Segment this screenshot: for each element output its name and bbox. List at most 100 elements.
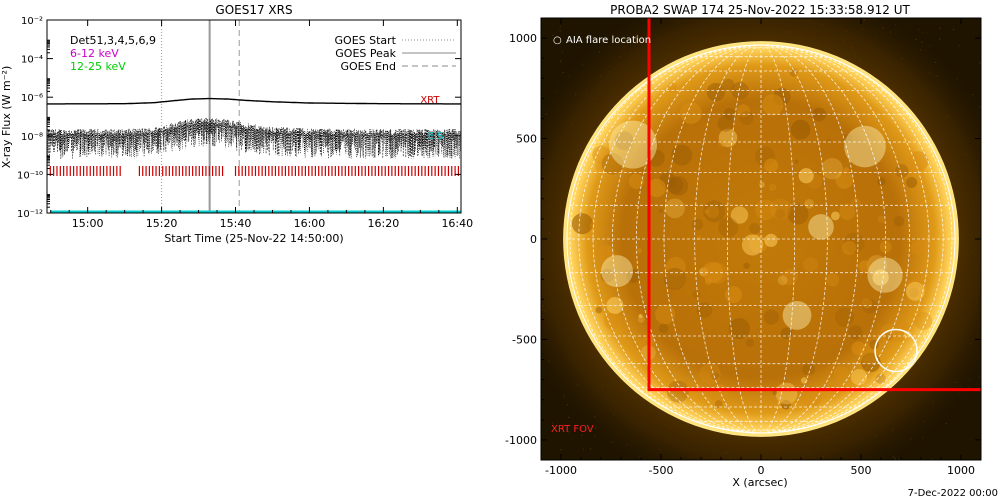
flare-legend-label: AIA flare location <box>566 35 651 46</box>
solar-feature <box>600 268 615 283</box>
solar-feature <box>839 203 856 220</box>
solar-feature <box>905 279 923 297</box>
solar-feature <box>833 365 849 381</box>
solar-feature <box>850 198 861 208</box>
noise-dot <box>568 431 570 433</box>
goes-y-tick-label: 10⁻⁶ <box>21 93 43 104</box>
solar-feature <box>632 338 645 351</box>
swap-x-tick-label: 1000 <box>947 464 975 477</box>
solar-feature <box>597 245 615 263</box>
solar-feature <box>888 320 911 342</box>
solar-feature <box>692 218 704 230</box>
noise-dot <box>921 31 924 33</box>
longitude-line <box>663 44 762 434</box>
goes-x-axis-label: Start Time (25-Nov-22 14:50:00) <box>164 232 343 245</box>
noise-dot <box>568 416 570 418</box>
solar-feature <box>730 206 749 224</box>
active-region <box>867 257 903 293</box>
noise-dot <box>939 38 941 40</box>
solar-feature <box>835 171 854 190</box>
solar-feature <box>790 119 811 140</box>
noise-dot <box>931 458 933 460</box>
solar-feature <box>722 78 735 91</box>
solar-feature <box>848 325 863 340</box>
solar-feature <box>718 140 727 148</box>
goes-axes: 15:00 15:20 15:40 16:00 16:20 16:40 10⁻¹² 10⁻¹⁰… <box>17 16 473 230</box>
solar-feature <box>592 145 611 164</box>
solar-feature <box>781 269 798 286</box>
solar-feature <box>877 177 886 186</box>
noise-dot <box>559 26 561 28</box>
solar-feature <box>831 211 840 221</box>
solar-feature <box>804 199 814 209</box>
longitude-line <box>760 44 887 434</box>
goes-legend-left-item: Det51,3,4,5,6,9 <box>70 34 156 47</box>
solar-feature <box>658 208 664 214</box>
fov-label: XRT FOV <box>551 424 594 435</box>
longitude-line <box>635 44 762 434</box>
swap-y-tick-label: -500 <box>512 333 537 346</box>
solar-feature <box>696 235 702 241</box>
solar-feature <box>647 149 665 167</box>
goes-legend-left-item: 6-12 keV <box>70 47 119 60</box>
solar-feature <box>663 267 686 290</box>
solar-feature <box>911 240 926 256</box>
noise-dot <box>581 434 583 436</box>
xrt-fov-box <box>647 18 981 392</box>
solar-feature <box>893 215 905 227</box>
solar-feature <box>775 382 798 405</box>
swap-x-tick-label: -1000 <box>545 464 577 477</box>
longitude-line <box>760 44 910 434</box>
solar-feature <box>781 399 791 410</box>
noise-dot <box>979 62 981 64</box>
solar-feature <box>699 363 721 385</box>
goes-y-tick-label: 10⁻⁴ <box>21 55 43 66</box>
goes-y-tick-label: 10⁻¹² <box>17 209 43 220</box>
solar-feature <box>749 223 761 234</box>
solar-feature <box>862 298 873 309</box>
goes-y-tick-label: 10⁻² <box>21 16 43 27</box>
solar-feature <box>638 314 643 318</box>
legend-circle-icon: ○ <box>553 35 562 46</box>
goes-legend-right-item: GOES Peak <box>335 47 396 60</box>
solar-feature <box>906 177 918 188</box>
solar-feature <box>741 234 764 256</box>
solar-feature <box>794 159 799 164</box>
goes-chart: GOES17 XRS XRT EIS 15:00 15:20 15:40 16:00 16… <box>0 3 473 245</box>
solar-feature <box>706 262 728 284</box>
solar-feature <box>703 200 726 223</box>
solar-feature <box>764 158 779 173</box>
noise-dot <box>560 449 562 451</box>
longitude-line <box>612 44 762 434</box>
solar-feature <box>851 341 866 356</box>
solar-feature <box>777 275 788 286</box>
swap-y-tick-label: 1000 <box>509 32 537 45</box>
solar-feature <box>636 248 643 254</box>
goes-y-axis-label: X-ray Flux (W m⁻²) <box>0 66 13 168</box>
solar-feature <box>905 281 925 301</box>
solar-feature <box>880 323 900 343</box>
goes-legend-right-item: GOES End <box>340 60 396 73</box>
solar-feature <box>762 94 784 116</box>
goes-x-tick-label: 15:20 <box>146 217 178 230</box>
solar-feature <box>764 233 778 247</box>
active-region <box>782 300 812 330</box>
solar-feature <box>843 167 850 174</box>
solar-feature <box>666 256 686 277</box>
solar-feature <box>759 181 765 188</box>
noise-dot <box>939 27 941 29</box>
solar-feature <box>571 213 593 235</box>
goes-legend-right-item: GOES Start <box>335 34 397 47</box>
goes-y-tick-label: 10⁻¹⁰ <box>17 170 43 181</box>
solar-feature <box>895 164 909 178</box>
solar-feature <box>768 183 777 191</box>
solar-feature <box>725 286 742 304</box>
swap-y-tick-label: -1000 <box>505 434 537 447</box>
longitude-line <box>726 44 762 434</box>
solar-feature <box>843 134 853 144</box>
swap-title: PROBA2 SWAP 174 25-Nov-2022 15:33:58.912… <box>610 3 910 17</box>
solar-feature <box>802 363 816 376</box>
solar-feature <box>875 373 886 384</box>
longitude-line <box>760 44 859 434</box>
